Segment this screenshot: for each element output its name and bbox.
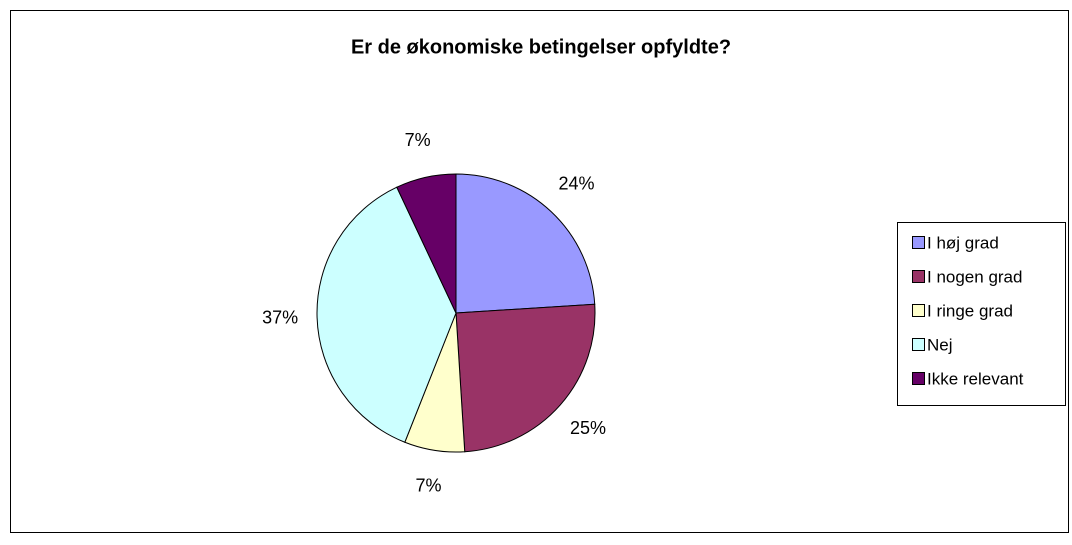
pie-slice xyxy=(396,173,457,314)
legend-swatch xyxy=(912,338,925,351)
legend-label: Nej xyxy=(927,335,953,354)
pie-slice xyxy=(455,173,596,314)
pie-slice xyxy=(455,303,596,453)
legend-swatch xyxy=(912,304,925,317)
data-label: 25% xyxy=(570,418,606,438)
data-label: 7% xyxy=(405,130,431,150)
legend-label: I ringe grad xyxy=(927,301,1013,320)
legend-swatch xyxy=(912,270,925,283)
chart-title: Er de økonomiske betingelser opfyldte? xyxy=(351,36,731,58)
data-label: 24% xyxy=(558,173,594,193)
legend-box xyxy=(897,222,1066,406)
data-label: 7% xyxy=(415,476,441,496)
data-label: 37% xyxy=(262,307,298,327)
legend-label: I høj grad xyxy=(927,233,999,252)
legend-label: I nogen grad xyxy=(927,267,1022,286)
pie-slice xyxy=(316,186,457,443)
legend-label: Ikke relevant xyxy=(927,369,1024,388)
legend-swatch xyxy=(912,372,925,385)
legend-swatch xyxy=(912,236,925,249)
